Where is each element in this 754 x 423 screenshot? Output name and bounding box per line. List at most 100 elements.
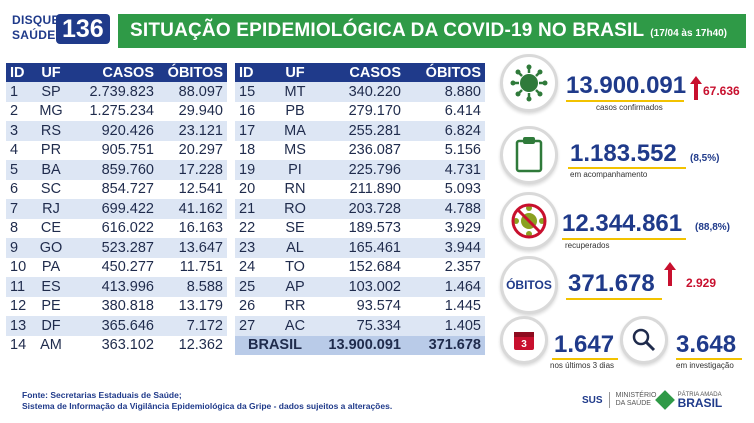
cell-casos: 413.996: [70, 277, 158, 297]
monitoring-underline: [568, 167, 686, 169]
calendar-icon: 3: [514, 332, 534, 350]
magnifier-icon: [632, 328, 656, 352]
table-row: 25 AP 103.002 1.464: [235, 277, 485, 297]
cell-obitos: 20.297: [158, 140, 227, 160]
cell-uf: AL: [275, 238, 315, 258]
table-row: 27 AC 75.334 1.405: [235, 316, 485, 336]
last3days-value: 1.647: [554, 331, 615, 358]
disque-label: DISQUE: [12, 13, 60, 27]
cell-obitos: 3.944: [405, 238, 485, 258]
cell-obitos: 17.228: [158, 160, 227, 180]
cell-obitos: 8.588: [158, 277, 227, 297]
brasil-label: BRASIL: [677, 396, 723, 410]
cell-obitos: 5.156: [405, 140, 485, 160]
table-row: 10 PA 450.277 11.751: [6, 257, 227, 277]
cell-id: 17: [235, 121, 275, 141]
cell-uf: PI: [275, 160, 315, 180]
cell-id: 20: [235, 179, 275, 199]
cell-casos: 854.727: [70, 179, 158, 199]
cell-uf: PB: [275, 101, 315, 121]
cell-casos: 93.574: [315, 296, 405, 316]
cell-uf: RN: [275, 179, 315, 199]
cell-casos: 103.002: [315, 277, 405, 297]
gov-logos: SUS MINISTÉRIO DA SAÚDE PÁTRIA AMADA BRA…: [582, 388, 748, 412]
monitoring-label: em acompanhamento: [570, 170, 648, 179]
cell-id: 25: [235, 277, 275, 297]
clipboard-icon: [515, 137, 543, 173]
cell-obitos: 88.097: [158, 82, 227, 102]
hotline-number: 136: [56, 14, 110, 44]
table-row: 21 RO 203.728 4.788: [235, 199, 485, 219]
cell-id: 9: [6, 238, 32, 258]
cell-id: 21: [235, 199, 275, 219]
col-casos: CASOS: [315, 63, 405, 82]
col-obitos: ÓBITOS: [405, 63, 485, 82]
confirmed-label: casos confirmados: [596, 103, 663, 112]
recovered-value: 12.344.861: [562, 210, 683, 237]
table-row: 11 ES 413.996 8.588: [6, 277, 227, 297]
table-row: 20 RN 211.890 5.093: [235, 179, 485, 199]
monitoring-pct: (8,5%): [690, 153, 720, 164]
cell-obitos: 6.414: [405, 101, 485, 121]
table-row: 5 BA 859.760 17.228: [6, 160, 227, 180]
cell-uf: MS: [275, 140, 315, 160]
confirmed-increase: 67.636: [703, 84, 740, 98]
cell-casos: 920.426: [70, 121, 158, 141]
cell-casos: 165.461: [315, 238, 405, 258]
table-row: 3 RS 920.426 23.121: [6, 121, 227, 141]
col-uf: UF: [32, 63, 70, 82]
cell-id: 11: [6, 277, 32, 297]
investigation-value: 3.648: [676, 331, 737, 358]
cell-obitos: 2.357: [405, 257, 485, 277]
recovered-icon-badge: [500, 192, 558, 250]
investigation-label: em investigação: [676, 361, 734, 370]
footer-line2: Sistema de Informação da Vigilância Epid…: [22, 401, 393, 411]
cell-id: 3: [6, 121, 32, 141]
cell-casos: 365.646: [70, 316, 158, 336]
states-table-right: ID UF CASOS ÓBITOS 15 MT 340.220 8.880 16 PB 2…: [235, 63, 485, 355]
cell-obitos: 1.405: [405, 316, 485, 336]
cell-uf: SE: [275, 218, 315, 238]
cell-uf: RJ: [32, 199, 70, 219]
cell-id: 2: [6, 101, 32, 121]
clipboard-icon-badge: [500, 126, 558, 184]
table-row: 23 AL 165.461 3.944: [235, 238, 485, 258]
col-obitos: ÓBITOS: [158, 63, 227, 82]
cell-id: 8: [6, 218, 32, 238]
cell-obitos: 12.362: [158, 335, 227, 355]
cell-uf: PA: [32, 257, 70, 277]
cell-id: 12: [6, 296, 32, 316]
investigation-underline: [676, 358, 742, 360]
cell-uf: GO: [32, 238, 70, 258]
total-row: BRASIL 13.900.091 371.678: [235, 335, 485, 355]
col-id: ID: [235, 63, 275, 82]
cell-id: 23: [235, 238, 275, 258]
cell-id: 19: [235, 160, 275, 180]
cell-casos: 380.818: [70, 296, 158, 316]
table-row: 14 AM 363.102 12.362: [6, 335, 227, 355]
table-row: 18 MS 236.087 5.156: [235, 140, 485, 160]
page-title: SITUAÇÃO EPIDEMIOLÓGICA DA COVID-19 NO B…: [130, 20, 645, 41]
cell-casos: 699.422: [70, 199, 158, 219]
cell-casos: 616.022: [70, 218, 158, 238]
cell-casos: 211.890: [315, 179, 405, 199]
cell-obitos: 4.788: [405, 199, 485, 219]
cell-uf: AC: [275, 316, 315, 336]
cell-obitos: 8.880: [405, 82, 485, 102]
table-row: 15 MT 340.220 8.880: [235, 82, 485, 102]
table-row: 17 MA 255.281 6.824: [235, 121, 485, 141]
table-row: 4 PR 905.751 20.297: [6, 140, 227, 160]
table-row: 9 GO 523.287 13.647: [6, 238, 227, 258]
calendar-icon-badge: 3: [500, 316, 548, 364]
last3days-underline: [552, 358, 618, 360]
cell-obitos: 3.929: [405, 218, 485, 238]
cell-obitos: 29.940: [158, 101, 227, 121]
table-row: 24 TO 152.684 2.357: [235, 257, 485, 277]
col-id: ID: [6, 63, 32, 82]
cell-id: 15: [235, 82, 275, 102]
cell-id: 13: [6, 316, 32, 336]
cell-obitos: 7.172: [158, 316, 227, 336]
cell-obitos: 5.093: [405, 179, 485, 199]
cell-uf: SC: [32, 179, 70, 199]
cell-id: 6: [6, 179, 32, 199]
